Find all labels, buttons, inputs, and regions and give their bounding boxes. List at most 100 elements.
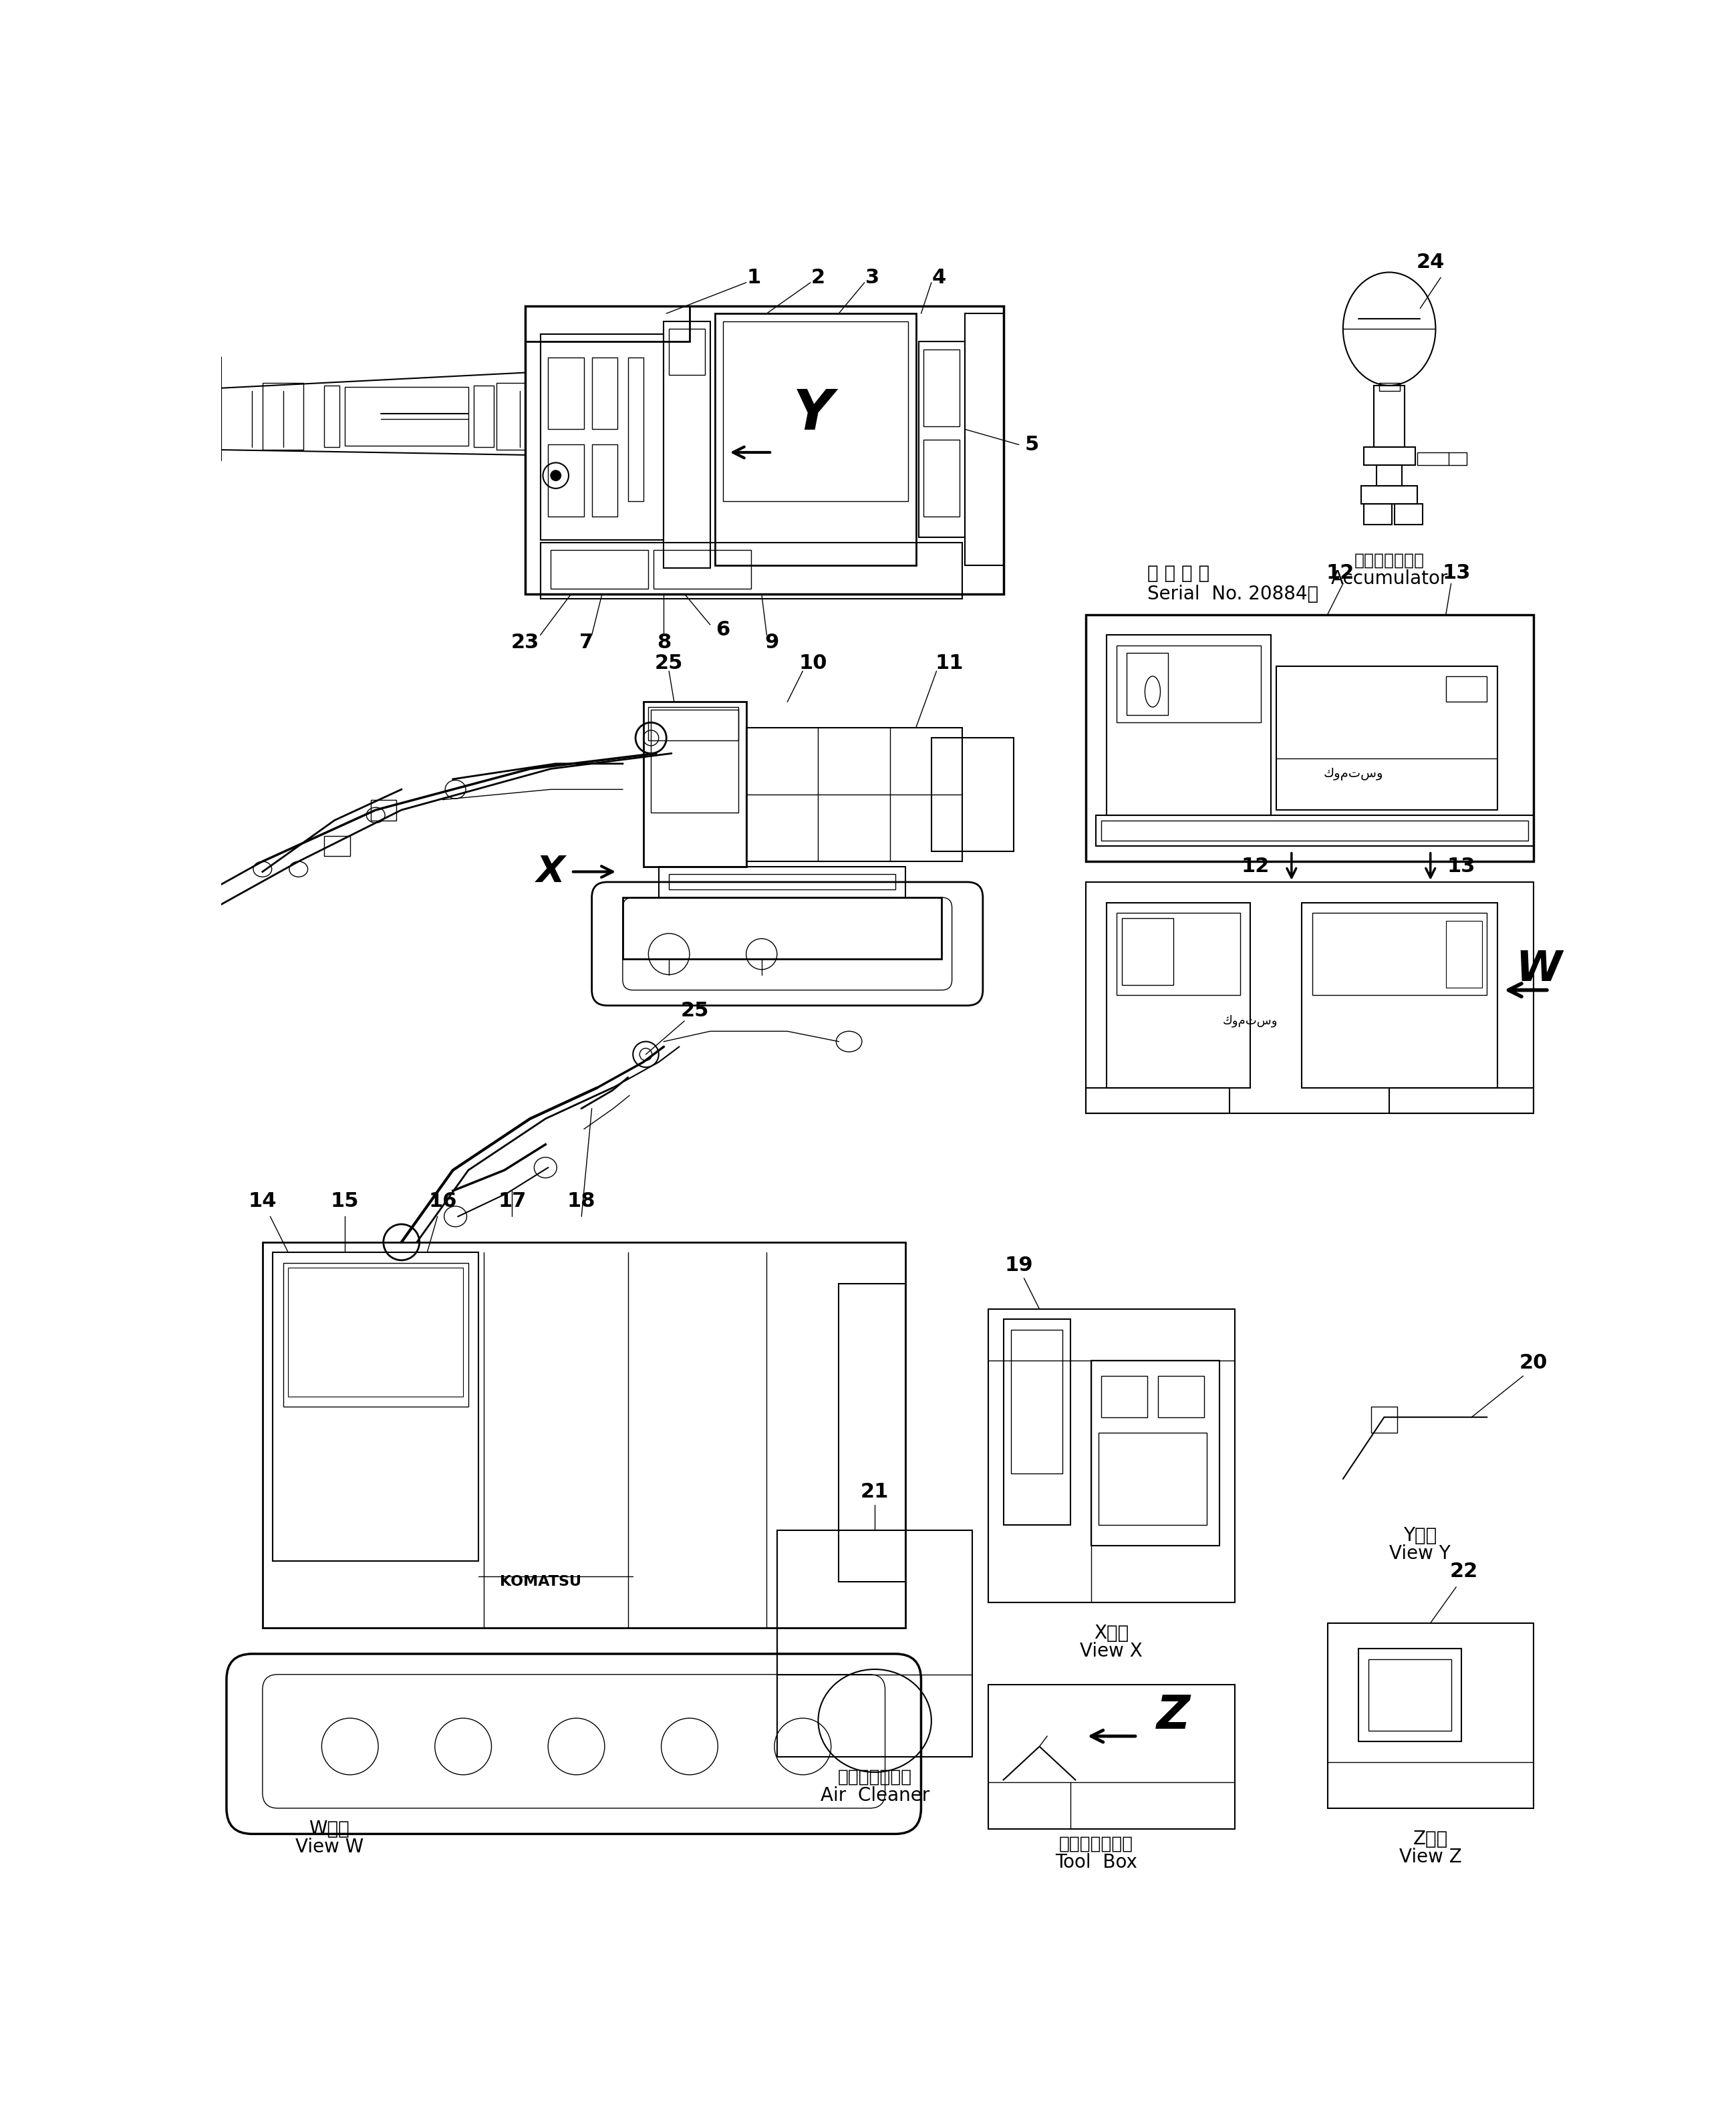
- Text: 13: 13: [1448, 856, 1476, 877]
- Bar: [273, 1252, 479, 1562]
- Ellipse shape: [550, 470, 561, 481]
- Text: 3: 3: [865, 267, 878, 286]
- Bar: [658, 867, 906, 898]
- Bar: [1373, 386, 1404, 447]
- Text: 16: 16: [429, 1191, 457, 1210]
- Bar: [644, 701, 746, 867]
- Bar: [1377, 466, 1403, 485]
- Text: View W: View W: [295, 1837, 363, 1856]
- Bar: [1085, 615, 1533, 862]
- Bar: [918, 341, 965, 538]
- Text: 23: 23: [510, 634, 538, 653]
- Bar: [550, 551, 648, 589]
- Bar: [1328, 1623, 1533, 1808]
- Text: 22: 22: [1450, 1562, 1477, 1581]
- Text: 14: 14: [248, 1191, 276, 1210]
- Bar: [715, 314, 917, 566]
- Bar: [592, 358, 618, 430]
- Bar: [524, 305, 1003, 593]
- Text: 21: 21: [861, 1481, 889, 1502]
- Bar: [988, 1685, 1234, 1829]
- Bar: [1446, 676, 1488, 701]
- Bar: [651, 710, 738, 812]
- Text: 19: 19: [1005, 1257, 1033, 1276]
- Text: 8: 8: [656, 634, 670, 653]
- Bar: [26, 394, 128, 424]
- Bar: [325, 386, 340, 447]
- Bar: [648, 708, 738, 740]
- Text: 15: 15: [330, 1191, 359, 1210]
- Bar: [1312, 913, 1488, 996]
- Text: W: W: [1516, 949, 1562, 990]
- Bar: [345, 388, 469, 445]
- Bar: [540, 335, 663, 540]
- Bar: [1276, 665, 1498, 809]
- Bar: [1359, 1649, 1462, 1742]
- Text: 12: 12: [1241, 856, 1269, 877]
- Text: アキュームレタ: アキュームレタ: [1354, 553, 1424, 568]
- Text: 5: 5: [1024, 434, 1038, 453]
- Text: KOMATSU: KOMATSU: [500, 1574, 582, 1589]
- Text: X: X: [536, 854, 564, 890]
- Bar: [1010, 1331, 1062, 1473]
- Bar: [0, 388, 26, 430]
- Text: View X: View X: [1080, 1642, 1142, 1661]
- Bar: [540, 542, 962, 600]
- Bar: [1368, 1659, 1451, 1731]
- Bar: [1106, 636, 1271, 816]
- Bar: [1085, 882, 1533, 1115]
- Text: 24: 24: [1417, 252, 1444, 271]
- Text: 4: 4: [932, 267, 946, 286]
- Bar: [283, 1263, 469, 1407]
- Bar: [1085, 1087, 1229, 1115]
- Bar: [653, 551, 752, 589]
- Bar: [1363, 447, 1415, 466]
- Text: Air  Cleaner: Air Cleaner: [819, 1786, 929, 1805]
- Text: كومتسو: كومتسو: [1323, 767, 1384, 780]
- Bar: [262, 384, 304, 449]
- Text: 17: 17: [498, 1191, 526, 1210]
- Bar: [1101, 820, 1528, 841]
- Text: Z: Z: [1156, 1693, 1191, 1738]
- Bar: [1394, 504, 1424, 523]
- Text: 2: 2: [811, 267, 825, 286]
- Bar: [1116, 646, 1260, 723]
- Text: 13: 13: [1443, 564, 1470, 583]
- Text: View Z: View Z: [1399, 1848, 1462, 1867]
- Bar: [1361, 485, 1418, 504]
- Bar: [26, 430, 128, 460]
- Bar: [988, 1310, 1234, 1602]
- Text: Y: Y: [793, 388, 833, 441]
- Bar: [838, 1284, 906, 1581]
- Bar: [1363, 504, 1392, 523]
- Bar: [1302, 903, 1498, 1087]
- Bar: [932, 737, 1014, 852]
- Bar: [1090, 1360, 1219, 1545]
- Bar: [1418, 451, 1448, 466]
- Text: 25: 25: [654, 653, 684, 674]
- Bar: [668, 328, 705, 375]
- Bar: [592, 445, 618, 517]
- Text: Serial  No. 20884～: Serial No. 20884～: [1147, 585, 1319, 604]
- Bar: [1389, 1087, 1533, 1115]
- Bar: [549, 358, 583, 430]
- Text: 1: 1: [746, 267, 760, 286]
- Bar: [1099, 1432, 1207, 1526]
- Bar: [1127, 653, 1168, 714]
- Text: 9: 9: [766, 634, 779, 653]
- Bar: [288, 1267, 464, 1396]
- Bar: [128, 358, 222, 460]
- Text: 12: 12: [1326, 564, 1354, 583]
- Bar: [549, 445, 583, 517]
- Text: 25: 25: [681, 1000, 708, 1021]
- Text: Y　視: Y 視: [1403, 1526, 1437, 1545]
- Bar: [496, 384, 524, 449]
- Bar: [1106, 903, 1250, 1087]
- Text: 10: 10: [799, 653, 828, 674]
- Text: ツールボックス: ツールボックス: [1059, 1835, 1134, 1852]
- Bar: [746, 727, 962, 862]
- Text: 6: 6: [715, 621, 731, 640]
- Bar: [370, 799, 396, 820]
- Bar: [663, 322, 710, 568]
- Text: 適 用 号 機: 適 用 号 機: [1147, 564, 1210, 583]
